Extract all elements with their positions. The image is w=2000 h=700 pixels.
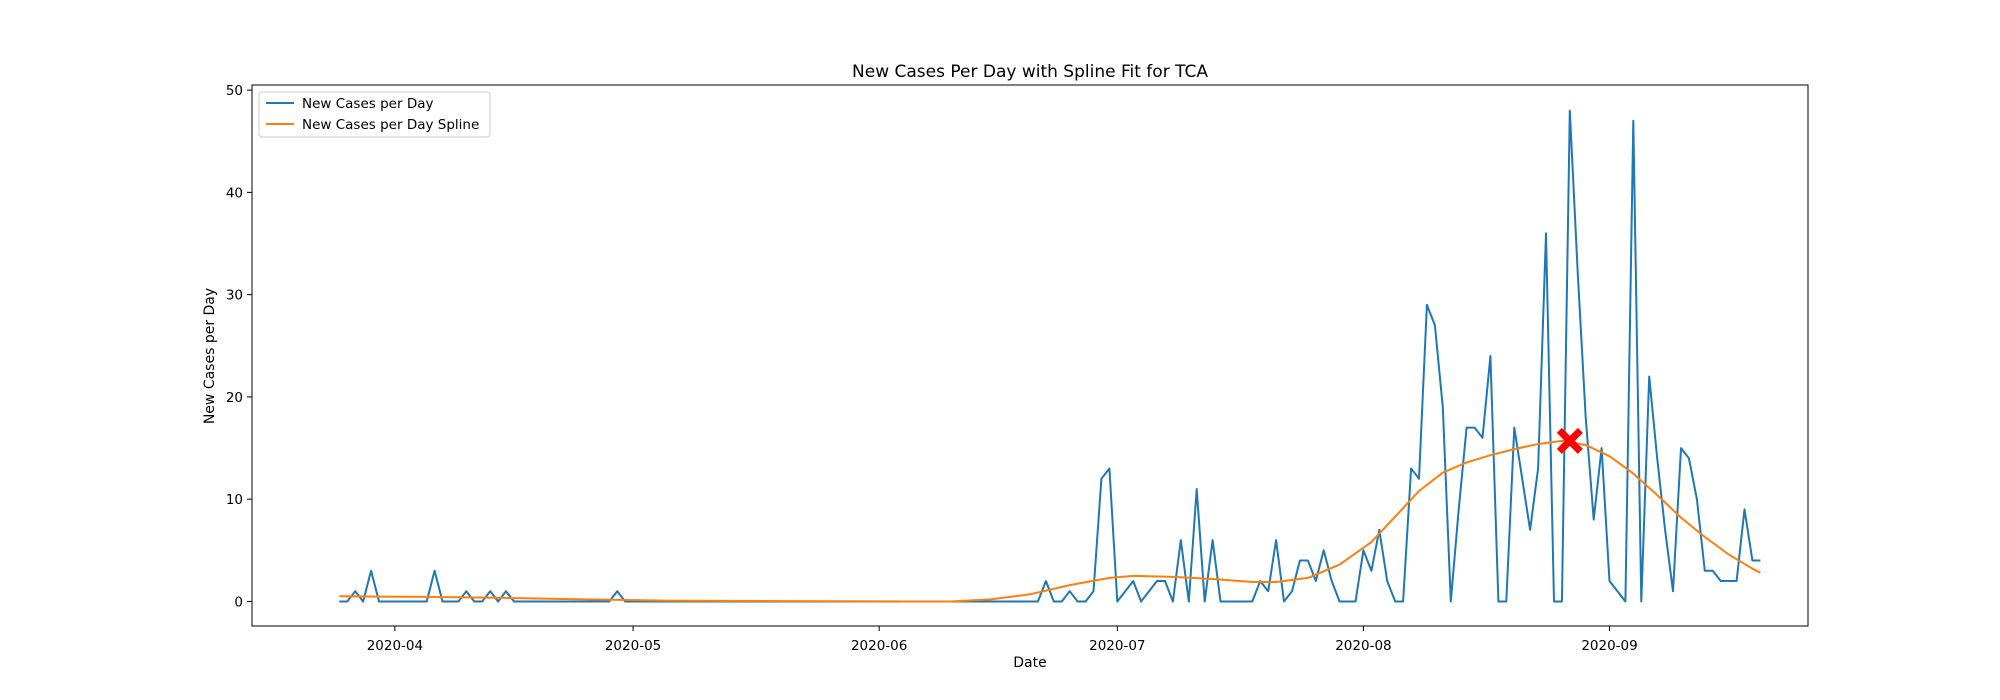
series-line-observed [339, 109, 1761, 603]
x-tick-label: 2020-06 [851, 638, 907, 654]
x-tick-label: 2020-04 [367, 638, 423, 654]
y-tick-label: 20 [226, 390, 243, 406]
y-tick-label: 10 [226, 492, 243, 508]
y-tick-label: 40 [226, 185, 243, 201]
y-axis-label: New Cases per Day [202, 288, 218, 424]
chart-title: New Cases Per Day with Spline Fit for TC… [852, 62, 1208, 82]
legend-label-observed: New Cases per Day [302, 96, 433, 112]
x-axis-ticks: 2020-04 2020-05 2020-06 2020-07 2020-08 2020-… [367, 626, 1638, 654]
series-line-spline [339, 439, 1761, 603]
axes-frame [251, 84, 1809, 627]
y-axis-ticks: 0 10 20 30 40 50 [226, 83, 252, 610]
peak-marker [1556, 427, 1583, 454]
series-layer [339, 109, 1761, 603]
marker-layer [1556, 427, 1583, 454]
x-axis-label: Date [1013, 655, 1046, 671]
y-tick-label: 0 [234, 594, 243, 610]
plot-area [251, 84, 1809, 627]
x-tick-label: 2020-09 [1581, 638, 1637, 654]
y-tick-label: 30 [226, 288, 243, 304]
y-tick-label: 50 [226, 83, 243, 99]
x-tick-label: 2020-07 [1089, 638, 1145, 654]
x-tick-label: 2020-08 [1335, 638, 1391, 654]
x-tick-label: 2020-05 [605, 638, 661, 654]
legend: New Cases per Day New Cases per Day Spli… [258, 91, 491, 138]
legend-label-spline: New Cases per Day Spline [302, 117, 479, 133]
legend-box [258, 91, 491, 138]
